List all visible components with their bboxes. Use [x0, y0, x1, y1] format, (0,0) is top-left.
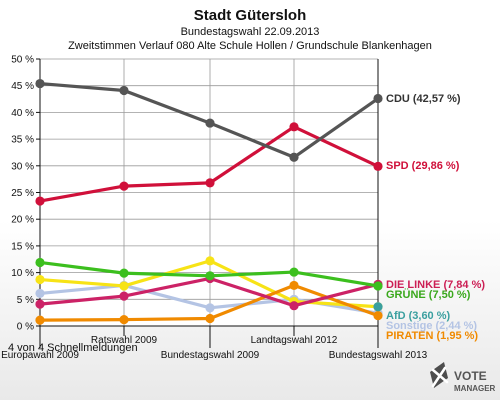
y-tick-label: 40 %	[11, 108, 34, 119]
data-point	[35, 288, 45, 299]
data-point	[119, 85, 129, 96]
x-tick-label: Europawahl 2009	[1, 350, 79, 361]
data-point	[119, 181, 129, 191]
series-end-label: Sonstige (2,44 %)	[386, 320, 477, 332]
series-end-label: SPD (29,86 %)	[386, 160, 460, 172]
series-spd	[35, 122, 383, 206]
data-point	[35, 299, 45, 309]
chart-title: Stadt Gütersloh	[194, 7, 307, 24]
chart-subtitle-1: Bundestagswahl 22.09.2013	[181, 26, 320, 38]
data-point	[289, 122, 299, 132]
series-end-label: DIE LINKE (7,84 %)	[386, 279, 485, 291]
data-point	[119, 314, 129, 325]
y-tick-label: 45 %	[11, 81, 34, 92]
series-afd	[373, 302, 383, 312]
y-tick-label: 10 %	[11, 268, 34, 279]
y-tick-label: 5 %	[17, 295, 34, 306]
data-point	[373, 310, 383, 321]
data-point	[205, 313, 215, 324]
series-cdu	[35, 78, 383, 162]
series-grüne	[35, 257, 383, 291]
data-point	[289, 152, 299, 162]
data-point	[35, 315, 45, 325]
data-point	[205, 303, 215, 313]
data-point	[119, 281, 129, 291]
data-point	[205, 271, 215, 281]
data-point	[35, 257, 45, 268]
y-tick-label: 20 %	[11, 215, 34, 226]
data-point	[35, 196, 45, 206]
data-point	[373, 93, 383, 104]
votemanager-logo: VOTE MANAGER	[430, 362, 496, 393]
y-tick-label: 30 %	[11, 161, 34, 172]
series-layer	[35, 78, 383, 325]
y-tick-label: 50 %	[11, 55, 34, 66]
data-point	[373, 161, 383, 171]
footer-note: 4 von 4 Schnellmeldungen	[8, 342, 138, 354]
y-tick-label: 0 %	[17, 322, 34, 333]
data-point	[289, 280, 299, 291]
y-tick-label: 35 %	[11, 135, 34, 146]
x-tick-label: Landtagswahl 2012	[251, 335, 338, 346]
ballot-cross-icon	[430, 362, 449, 388]
data-point	[289, 301, 299, 311]
brand-line1: VOTE	[454, 369, 487, 383]
series-end-label: PIRATEN (1,95 %)	[386, 330, 478, 342]
brand-line2: MANAGER	[454, 384, 496, 393]
grid-layer	[36, 58, 379, 348]
data-point	[373, 302, 383, 312]
data-point	[205, 118, 215, 128]
series-end-labels: CDU (42,57 %) SPD (29,86 %) DIE LINKE (7,8…	[386, 93, 485, 342]
data-point	[35, 78, 45, 89]
data-point	[119, 291, 129, 301]
data-point	[205, 256, 215, 266]
y-tick-labels: 0 % 5 % 10 % 15 % 20 % 25 % 30 % 35 % 40 % 45 % 50…	[11, 55, 34, 333]
x-tick-label: Bundestagswahl 2009	[161, 350, 260, 361]
y-tick-label: 25 %	[11, 188, 34, 199]
data-point	[289, 267, 299, 277]
x-tick-label: Bundestagswahl 2013	[329, 350, 428, 361]
series-end-label: CDU (42,57 %)	[386, 93, 461, 105]
series-piraten	[35, 280, 383, 325]
y-tick-label: 15 %	[11, 241, 34, 252]
chart-subtitle-2: Zweitstimmen Verlauf 080 Alte Schule Hol…	[68, 40, 432, 52]
data-point	[373, 281, 383, 291]
x-tick-label: Ratswahl 2009	[91, 335, 158, 346]
data-point	[35, 274, 45, 285]
series-end-label: AfD (3,60 %)	[386, 310, 451, 322]
series-end-label: GRÜNE (7,50 %)	[386, 288, 471, 301]
data-point	[205, 178, 215, 188]
data-point	[119, 268, 129, 278]
